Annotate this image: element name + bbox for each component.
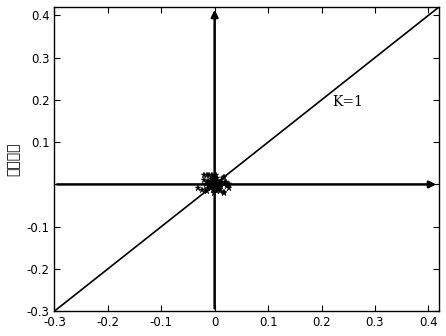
Y-axis label: 重心分布: 重心分布 (7, 142, 21, 176)
Text: K=1: K=1 (332, 95, 363, 109)
